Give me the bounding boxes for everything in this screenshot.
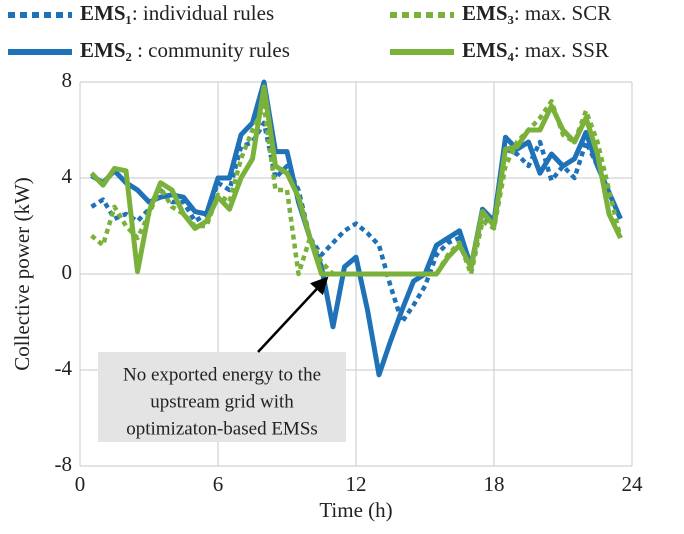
y-tick-label: 4 <box>62 164 73 188</box>
annotation: optimizaton-based EMSs <box>126 418 318 439</box>
legend: EMS₁: individual rules EMS₂ : community r… <box>8 1 611 62</box>
x-tick-label: 24 <box>622 472 644 496</box>
y-axis-label: Collective power (kW) <box>10 177 34 371</box>
series-line <box>89 84 623 277</box>
legend-label: EMS₁: individual rules <box>80 1 274 25</box>
x-tick-label: 6 <box>213 472 224 496</box>
lines <box>89 79 623 378</box>
legend-label: EMS₂ : community rules <box>80 38 290 62</box>
x-axis-label: Time (h) <box>319 498 392 522</box>
x-tick-label: 18 <box>484 472 505 496</box>
y-tick-label: 8 <box>62 68 73 92</box>
x-tick-label: 0 <box>75 472 86 496</box>
y-tick-label: -4 <box>55 356 73 380</box>
annotation: No exported energy to the <box>123 364 321 385</box>
annotation-arrow <box>257 276 329 353</box>
legend-label: EMS₄: max. SSR <box>462 38 609 62</box>
legend-label: EMS₃: max. SCR <box>462 1 611 25</box>
annotation: upstream grid with <box>150 391 294 412</box>
y-tick-label: 0 <box>62 260 73 284</box>
annotation-box <box>98 352 346 442</box>
series-line <box>90 79 623 378</box>
y-tick-label: -8 <box>55 452 73 476</box>
x-tick-label: 12 <box>346 472 367 496</box>
